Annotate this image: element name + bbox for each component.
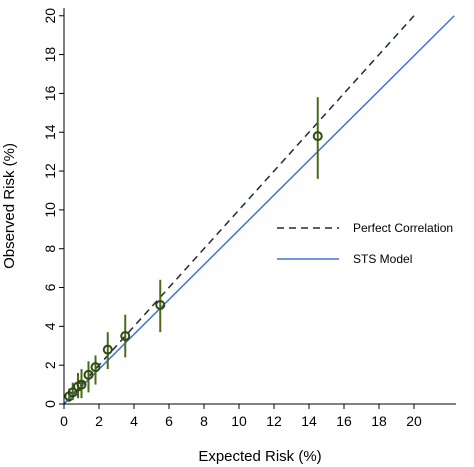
data-point-7 xyxy=(120,331,131,342)
data-points xyxy=(64,97,323,403)
legend: Perfect Correlation STS Model xyxy=(277,221,453,266)
y-axis-title: Observed Risk (%) xyxy=(1,143,18,269)
axes xyxy=(63,8,456,405)
series-lines xyxy=(63,15,455,405)
x-tick-label-10: 10 xyxy=(231,413,247,429)
perfect-correlation-line xyxy=(63,15,415,405)
data-point-9 xyxy=(312,131,323,142)
y-tick-label-20: 20 xyxy=(42,8,58,24)
data-point-5 xyxy=(90,362,101,373)
x-tick-label-12: 12 xyxy=(266,413,282,429)
y-tick-label-12: 12 xyxy=(42,163,58,179)
y-tick-label-4: 4 xyxy=(42,322,58,330)
x-tick-label-18: 18 xyxy=(371,413,387,429)
legend-label-perfect-correlation: Perfect Correlation xyxy=(353,221,453,235)
x-axis-title: Expected Risk (%) xyxy=(198,448,321,465)
y-tick-label-8: 8 xyxy=(42,245,58,253)
y-tick-label-10: 10 xyxy=(42,202,58,218)
y-tick-label-2: 2 xyxy=(42,361,58,369)
y-tick-label-14: 14 xyxy=(42,124,58,140)
x-tick-label-16: 16 xyxy=(336,413,352,429)
y-tick-label-0: 0 xyxy=(42,400,58,408)
y-tick-label-16: 16 xyxy=(42,85,58,101)
sts-model-line xyxy=(63,15,455,405)
y-tick-label-6: 6 xyxy=(42,283,58,291)
ticks: 0 2 4 6 8 10 12 14 16 18 20 0 2 4 6 8 10 12 14 16 18 20 xyxy=(42,8,422,429)
y-tick-label-18: 18 xyxy=(42,47,58,63)
data-point-8 xyxy=(155,300,166,310)
x-tick-label-20: 20 xyxy=(406,413,422,429)
legend-label-sts-model: STS Model xyxy=(353,252,412,266)
data-point-1 xyxy=(67,387,78,398)
data-point-4 xyxy=(83,369,94,380)
data-point-3 xyxy=(76,379,87,390)
data-point-6 xyxy=(102,344,113,355)
x-tick-label-2: 2 xyxy=(95,413,103,429)
x-tick-label-8: 8 xyxy=(200,413,208,429)
x-tick-label-4: 4 xyxy=(130,413,138,429)
x-tick-label-14: 14 xyxy=(301,413,317,429)
x-tick-label-0: 0 xyxy=(60,413,68,429)
x-tick-label-6: 6 xyxy=(165,413,173,429)
